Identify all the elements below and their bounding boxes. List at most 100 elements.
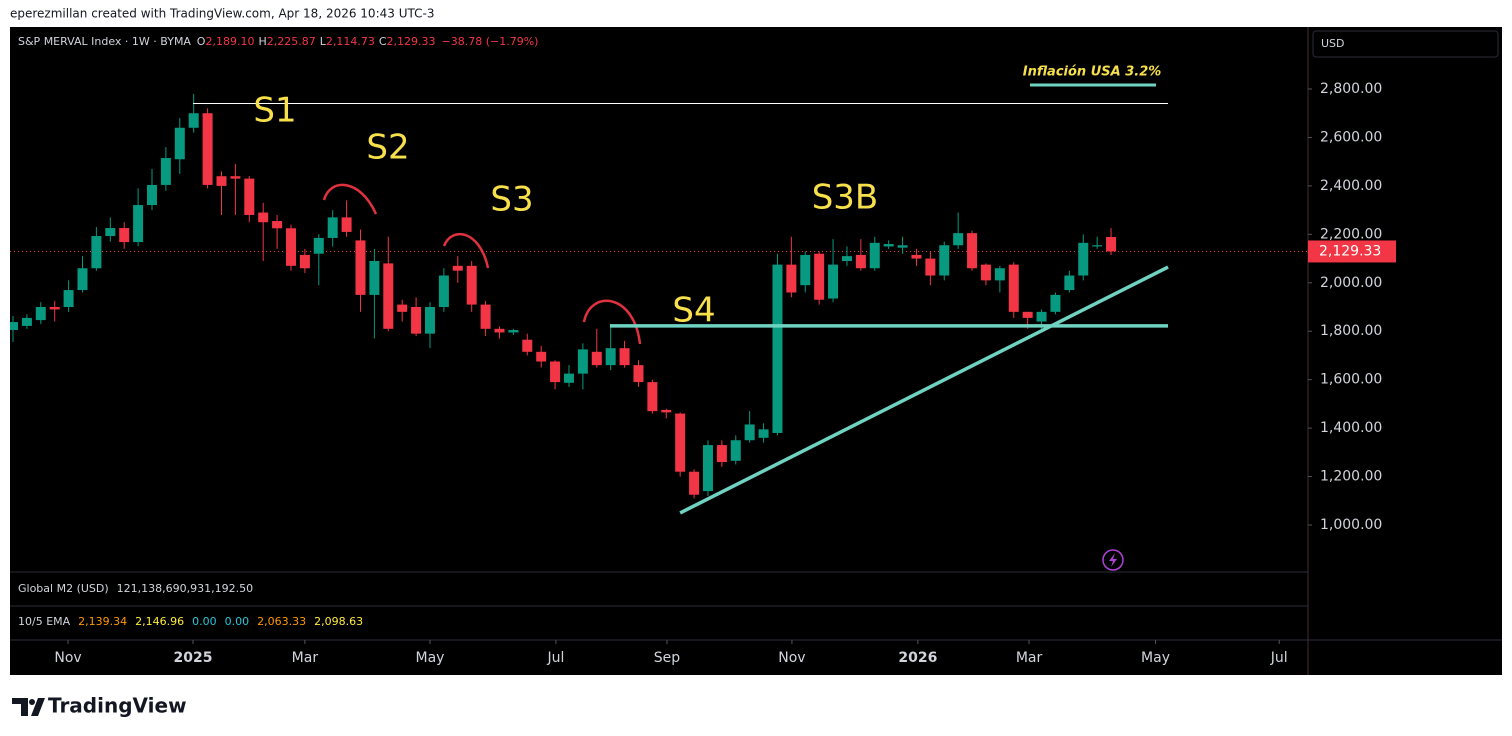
candle-body bbox=[341, 217, 352, 232]
alert-icon[interactable] bbox=[1102, 549, 1124, 571]
candle-body bbox=[911, 254, 922, 259]
candle-body bbox=[285, 228, 296, 266]
x-tick-label: May bbox=[416, 650, 445, 666]
candle-body bbox=[494, 328, 505, 333]
brand-logo-dot bbox=[29, 699, 35, 705]
candle-body bbox=[1092, 245, 1103, 247]
annotation: S3 bbox=[490, 180, 533, 220]
drawn-line bbox=[679, 265, 1169, 515]
candle-body bbox=[63, 290, 74, 308]
x-tick-label: Mar bbox=[1016, 650, 1043, 666]
candle-body bbox=[21, 317, 32, 326]
candle-body bbox=[522, 339, 533, 352]
y-tick-label: 1,400.00 bbox=[1320, 420, 1382, 436]
brand-logo bbox=[12, 698, 45, 716]
candle-body bbox=[146, 184, 157, 206]
candle-body bbox=[841, 256, 852, 261]
candle-body bbox=[327, 217, 338, 238]
candle-body bbox=[800, 254, 811, 286]
candle-body bbox=[1064, 275, 1075, 291]
line-label: Inflación USA 3.2% bbox=[1023, 65, 1162, 80]
candle-body bbox=[814, 253, 825, 300]
indicator-name: Global M2 (USD) bbox=[18, 582, 109, 595]
x-tick-label: Sep bbox=[654, 650, 681, 666]
candle-body bbox=[383, 263, 394, 329]
candle-body bbox=[536, 351, 547, 362]
candle-body bbox=[258, 212, 269, 223]
candle-body bbox=[244, 178, 255, 215]
candle-body bbox=[77, 268, 88, 291]
ohlc-key: L bbox=[320, 35, 327, 48]
arc-scribble bbox=[442, 232, 490, 269]
candle-body bbox=[35, 307, 46, 321]
annotation: S1 bbox=[253, 91, 296, 131]
y-tick-label: 1,600.00 bbox=[1320, 372, 1382, 388]
indicator-value: 2,098.63 bbox=[314, 615, 363, 628]
candle-body bbox=[174, 127, 185, 160]
candle-body bbox=[91, 236, 102, 269]
x-tick-label: 2026 bbox=[898, 650, 937, 666]
candle-body bbox=[786, 264, 797, 293]
x-tick-label: May bbox=[1141, 650, 1170, 666]
candle-body bbox=[1008, 264, 1019, 312]
candle-body bbox=[828, 264, 839, 299]
x-tick-label: Nov bbox=[778, 650, 805, 666]
annotation: S4 bbox=[672, 291, 715, 331]
chart-frame bbox=[10, 27, 1502, 675]
candle-body bbox=[925, 258, 936, 276]
indicator-legend: Global M2 (USD) 121,138,690,931,192.50 bbox=[18, 582, 253, 595]
candle-body bbox=[730, 440, 741, 461]
ohlc-value: 2,189.10 bbox=[205, 35, 254, 48]
ohlc-key: H bbox=[258, 35, 266, 48]
x-tick-label: Jul bbox=[546, 650, 564, 666]
indicator-value: 121,138,690,931,192.50 bbox=[117, 582, 253, 595]
candle-body bbox=[105, 228, 116, 237]
candle-body bbox=[438, 275, 449, 308]
candle-body bbox=[702, 445, 713, 492]
ohlc-value: 2,225.87 bbox=[267, 35, 316, 48]
candle-body bbox=[188, 113, 199, 128]
candle-body bbox=[397, 304, 408, 312]
candle-body bbox=[994, 268, 1005, 281]
indicator-legend: 10/5 EMA 2,139.34 2,146.96 0.00 0.00 2,063.33… bbox=[18, 615, 363, 628]
price-pane bbox=[10, 93, 1308, 515]
candle-body bbox=[563, 373, 574, 383]
x-tick-label: 2025 bbox=[174, 650, 213, 666]
annotation: S2 bbox=[366, 128, 409, 168]
candle-body bbox=[869, 242, 880, 269]
y-tick-label: 2,600.00 bbox=[1320, 129, 1382, 145]
indicator-value: 2,139.34 bbox=[78, 615, 127, 628]
y-tick-label: 2,200.00 bbox=[1320, 226, 1382, 242]
ohlc-value: 2,129.33 bbox=[387, 35, 436, 48]
x-tick-label: Jul bbox=[1270, 650, 1288, 666]
candle-body bbox=[466, 265, 477, 305]
arc-scribble bbox=[582, 299, 642, 345]
candle-body bbox=[202, 113, 213, 185]
candle-body bbox=[647, 382, 658, 412]
x-tick-label: Mar bbox=[292, 650, 319, 666]
ohlc-key: O bbox=[197, 35, 206, 48]
currency-box[interactable] bbox=[1312, 30, 1499, 58]
x-tick-label: Nov bbox=[54, 650, 81, 666]
candle-body bbox=[508, 330, 519, 333]
candle-body bbox=[1106, 236, 1117, 252]
candle-body bbox=[160, 158, 171, 185]
candle-body bbox=[772, 264, 783, 433]
candle-body bbox=[1036, 311, 1047, 322]
candle-body bbox=[855, 254, 866, 269]
candle-body bbox=[1022, 311, 1033, 318]
candle-body bbox=[452, 265, 463, 271]
candle-body bbox=[411, 307, 422, 334]
candle-body bbox=[49, 307, 60, 310]
annotation: S3B bbox=[812, 178, 879, 218]
candle-body bbox=[744, 424, 755, 441]
candle-body bbox=[299, 254, 310, 269]
indicator-value: 0.00 bbox=[225, 615, 250, 628]
candle-body bbox=[661, 409, 672, 413]
candle-body bbox=[605, 348, 616, 366]
candle-body bbox=[230, 176, 241, 179]
y-tick-label: 2,800.00 bbox=[1320, 81, 1382, 97]
ohlc-value: 2,114.73 bbox=[326, 35, 375, 48]
chart-title: S&P MERVAL Index · 1W · BYMA bbox=[18, 35, 191, 48]
